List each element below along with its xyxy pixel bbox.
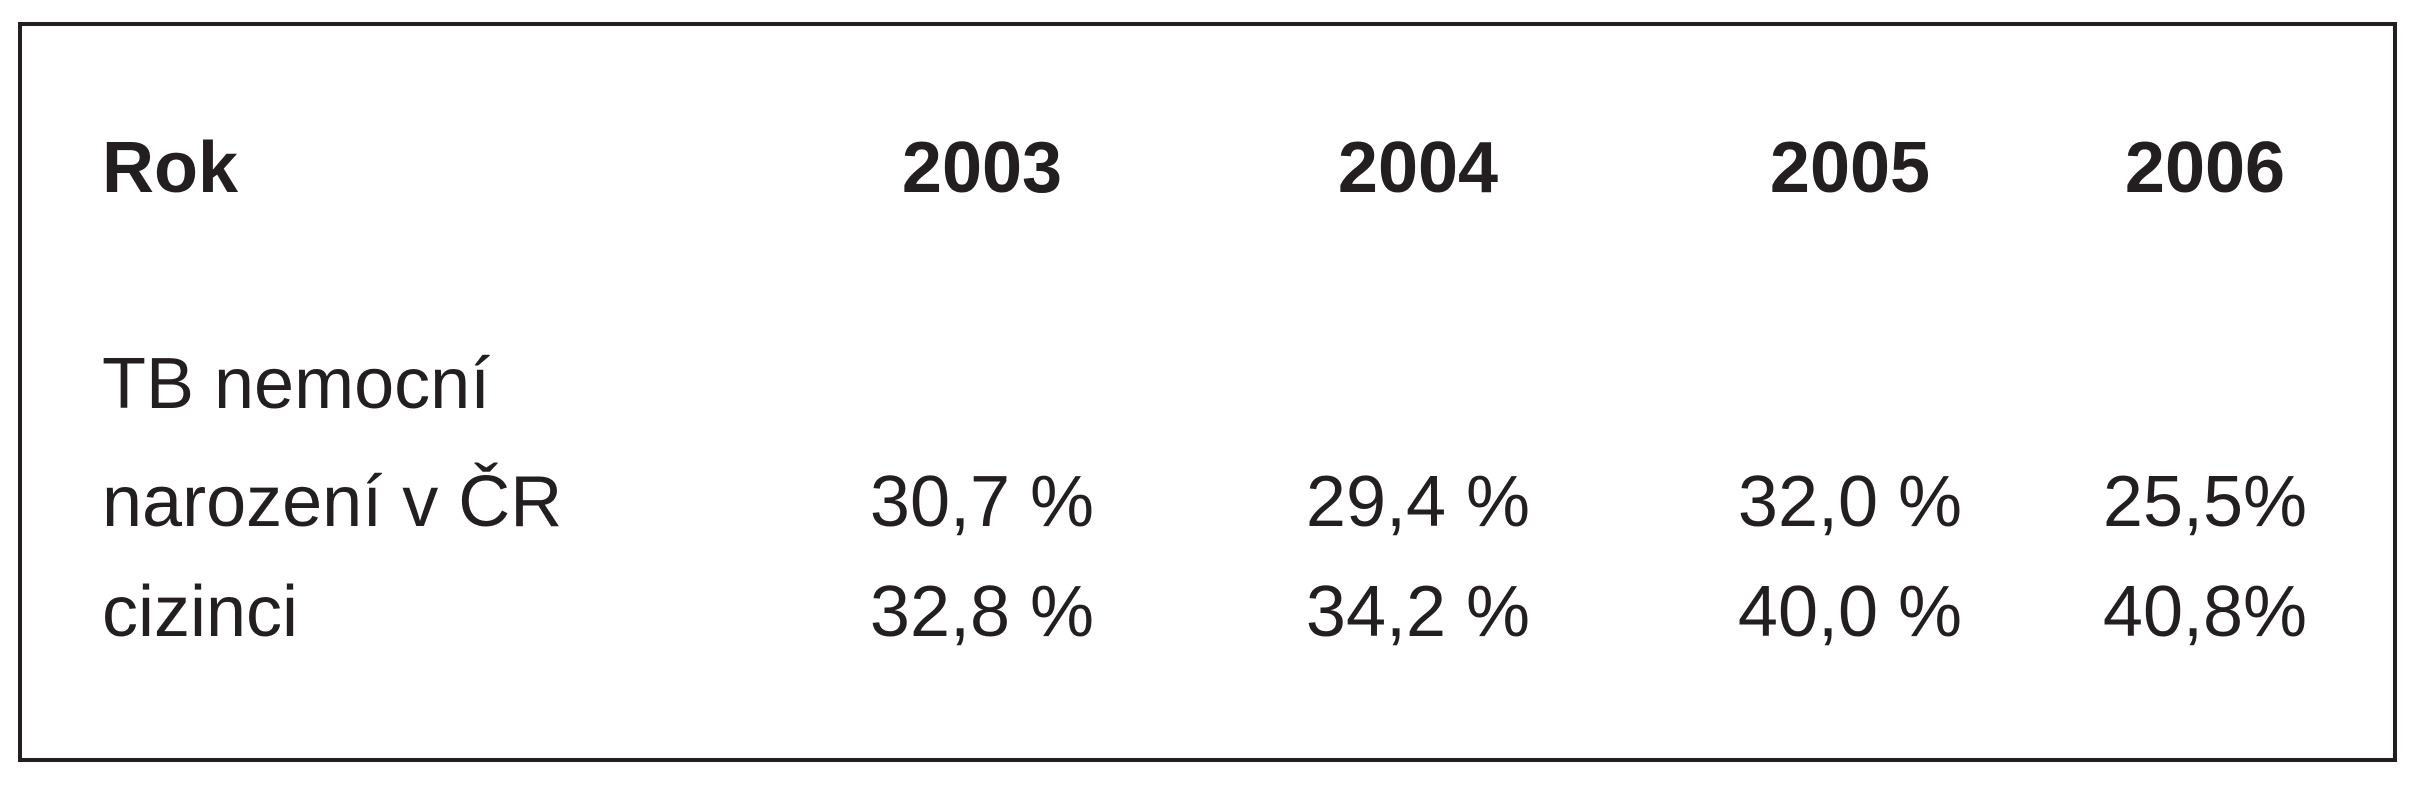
section-label: TB nemocní xyxy=(102,344,491,424)
table-frame xyxy=(18,22,2397,762)
cell-value: 40,0 % xyxy=(1737,572,1963,652)
cell-value: 29,4 % xyxy=(1305,462,1531,542)
year-header: 2004 xyxy=(1337,128,1499,208)
cell-value: 32,0 % xyxy=(1737,462,1963,542)
cell-value: 30,7 % xyxy=(869,462,1095,542)
year-header: 2006 xyxy=(2124,128,2286,208)
year-header: 2003 xyxy=(901,128,1063,208)
cell-value: 40,8% xyxy=(2102,572,2308,652)
cell-value: 34,2 % xyxy=(1305,572,1531,652)
row-label: cizinci xyxy=(102,572,299,652)
year-header: 2005 xyxy=(1769,128,1931,208)
cell-value: 25,5% xyxy=(2102,462,2308,542)
row-header: Rok xyxy=(102,128,239,208)
cell-value: 32,8 % xyxy=(869,572,1095,652)
row-label: narození v ČR xyxy=(102,462,563,542)
